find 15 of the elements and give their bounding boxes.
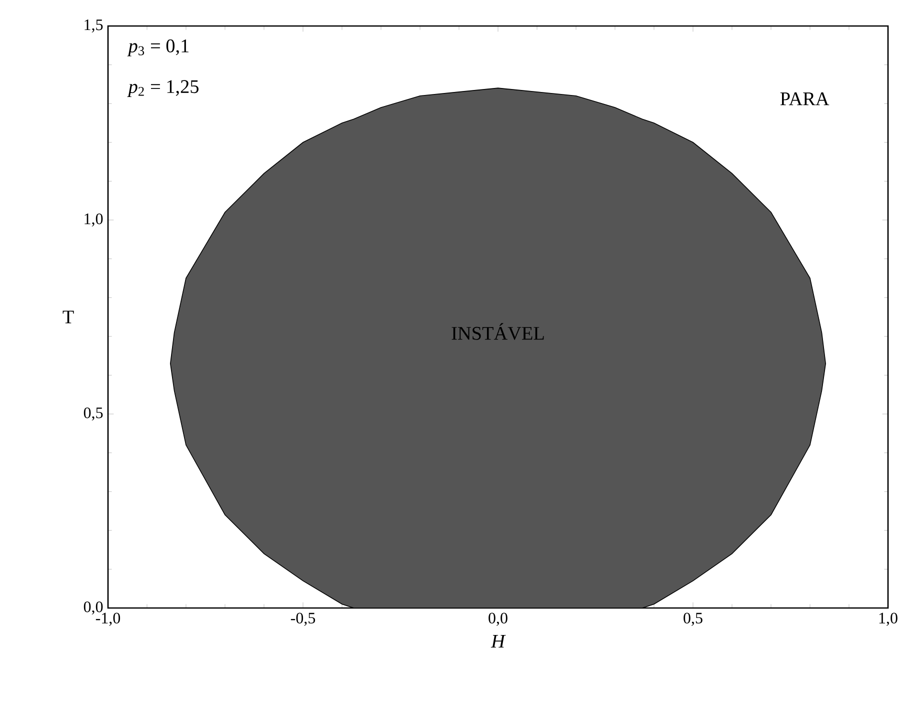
x-tick-label: -1,0 (96, 612, 120, 626)
x-tick-label: 0,5 (684, 612, 702, 626)
x-tick-label: 1,0 (879, 612, 898, 626)
annotation: PARA (780, 92, 830, 106)
y-tick-label: 1,0 (84, 213, 103, 227)
y-tick-label: 0,5 (84, 407, 103, 421)
y-tick-label: 0,0 (84, 601, 103, 615)
annotation: INSTÁVEL (452, 323, 544, 340)
x-axis-title: H (490, 634, 506, 648)
x-tick-label: 0,0 (488, 612, 508, 626)
annotation: p$_{2}$ = 1,25 (127, 80, 199, 97)
y-tick-label: 1,5 (84, 19, 103, 33)
annotation: p$_{3}$ = 0,1 (127, 39, 189, 56)
y-axis-title: T (62, 310, 74, 324)
x-tick-label: -0,5 (290, 612, 316, 626)
